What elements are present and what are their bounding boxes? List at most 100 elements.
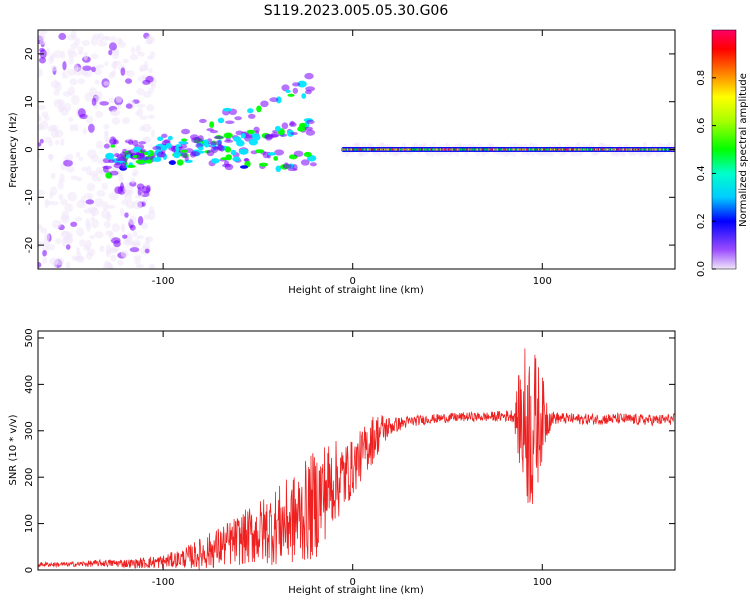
spectrogram-cell	[76, 247, 81, 255]
spectrogram-cell	[253, 133, 261, 141]
spectrogram-cell	[184, 155, 189, 162]
spectrogram-cell	[146, 104, 155, 112]
spectrogram-cell	[67, 48, 76, 55]
spectrogram-cell	[44, 115, 50, 121]
spectrogram-cell	[220, 157, 229, 161]
colorbar: 0.0 0.2 0.4 0.6 0.8 Normalized spectral ampl…	[696, 29, 749, 277]
y-tick-label: 200	[24, 468, 35, 487]
spectrogram-cell	[104, 60, 109, 67]
spectrogram-cell	[44, 136, 52, 144]
spectrogram-cell	[140, 148, 146, 153]
spectrogram-cell	[224, 146, 232, 153]
spectrogram-cell	[77, 46, 84, 53]
spectrogram-cell	[50, 124, 59, 131]
spectrogram-cell	[147, 55, 153, 60]
spectrogram-cell	[70, 30, 77, 40]
spectrogram-cell	[38, 146, 45, 151]
spectrogram-cell	[145, 185, 151, 193]
spectrogram-cell	[49, 192, 54, 199]
spectrogram-cell	[68, 55, 74, 66]
spectrogram-cell	[61, 230, 71, 239]
spectrogram-cell	[44, 232, 50, 241]
spectrogram-cell	[157, 136, 164, 141]
spectrogram-cell	[89, 234, 95, 240]
spectrogram-cell	[87, 248, 96, 257]
spectrogram-cell	[176, 159, 184, 166]
spectrogram-cell	[243, 157, 249, 162]
spectrogram-cell	[132, 200, 143, 210]
spectrogram-cell	[103, 81, 110, 86]
spectrogram-cell	[118, 174, 124, 183]
spectrogram-cell	[108, 72, 116, 79]
spectrogram-cell	[150, 129, 156, 138]
spectrogram-cell	[136, 88, 145, 96]
spectrogram-cell	[65, 153, 74, 161]
spectrogram-cell	[60, 50, 66, 60]
spectrogram-cell	[74, 37, 81, 46]
snr-ylabel: SNR (10 * v/v)	[8, 414, 19, 485]
spectrogram-cell	[108, 192, 119, 201]
spectrogram-cell	[300, 159, 310, 166]
spectrogram-cell	[75, 151, 81, 158]
spectrogram-cell	[289, 120, 295, 126]
spectrogram-cell	[240, 132, 246, 139]
spectrogram-cell	[81, 40, 91, 46]
spectrogram-cell	[77, 78, 86, 85]
spectrogram-cell	[96, 190, 106, 197]
spectrogram-cell	[292, 164, 298, 171]
spectrogram-cell	[256, 105, 262, 113]
spectrogram-cell	[76, 227, 85, 237]
spectrogram-cell	[108, 42, 117, 51]
spectrogram-cell	[131, 239, 141, 248]
spectrogram-cell	[70, 175, 78, 180]
spectrogram-cell	[38, 68, 43, 77]
spectrogram-cell	[105, 230, 114, 236]
spectrogram-cell	[136, 153, 144, 161]
spectrogram-cell	[274, 125, 281, 132]
spectrogram-cell	[221, 163, 232, 168]
spectrogram-cell	[134, 257, 141, 265]
spectrogram-cell	[60, 198, 68, 206]
spectrogram-cell	[127, 139, 134, 145]
spectrogram-cell	[59, 173, 65, 181]
spectrogram-cell	[140, 222, 148, 230]
spectrogram-cell	[287, 93, 295, 97]
spectrogram-cell	[209, 121, 215, 129]
spectrogram-cell	[85, 218, 91, 228]
spectrogram-cell	[145, 237, 151, 244]
spectrogram-cell	[246, 129, 255, 134]
spectrogram-cell	[253, 126, 260, 133]
spectrogram-cell	[197, 135, 204, 142]
spectrogram-cell	[181, 138, 188, 142]
spectrogram-cell	[268, 134, 279, 138]
spectrogram-cell	[108, 263, 114, 269]
spectrogram-cell	[210, 141, 217, 146]
spectrogram-cell	[150, 84, 156, 89]
spectrogram-cell	[122, 58, 129, 64]
spectrogram-cell	[145, 75, 154, 83]
spectrogram-cell	[260, 100, 269, 108]
y-tick-label: 100	[24, 514, 35, 533]
spectrogram-cell	[281, 84, 290, 92]
colorbar-label: Normalized spectral amplitude	[738, 73, 749, 227]
spectrogram-cell	[230, 149, 237, 156]
spectrogram-cell	[85, 239, 92, 250]
spectrogram-cell	[68, 117, 74, 122]
y-tick-label: 0	[24, 146, 35, 152]
spectrogram-cell	[248, 138, 258, 146]
spectrogram-cell	[53, 89, 60, 96]
spectrogram-cell	[143, 91, 152, 99]
spectrogram-cell	[130, 177, 136, 184]
spectrogram-cell	[197, 146, 204, 151]
figure-title: S119.2023.005.05.30.G06	[264, 3, 449, 19]
spectrogram-cell	[65, 244, 71, 250]
spectrogram-cell	[222, 107, 232, 112]
y-tick-label: 400	[24, 375, 35, 394]
spectrogram-cell	[202, 139, 209, 145]
spectrogram-cell	[143, 151, 149, 156]
spectrogram-cell	[69, 124, 75, 132]
spectrogram-cell	[124, 212, 129, 218]
spectrogram-cell	[114, 153, 120, 158]
spectrogram-ylabel: Frequency (Hz)	[8, 112, 19, 188]
